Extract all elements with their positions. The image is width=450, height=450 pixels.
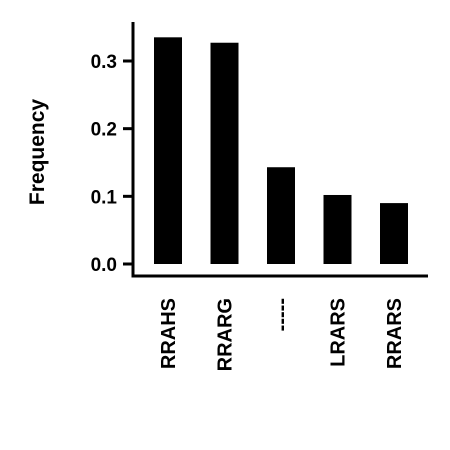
y-axis-title: Frequency [26,99,49,206]
bar-1 [210,42,239,265]
y-tick-label: 0.0 [91,255,117,276]
y-tick-label: 0.2 [91,120,117,141]
x-axis-category-labels: RRAHS RRARG ----- LRARS RRARS [158,298,406,371]
y-tick-label: 0.1 [91,187,118,208]
x-category-label: RRARS [384,298,406,369]
x-category-label: RRAHS [158,298,180,369]
x-category-label: ----- [271,298,293,331]
bar-4 [380,203,408,264]
bar-2 [267,167,295,264]
y-axis-ticks: 0.0 0.1 0.2 0.3 [91,52,133,276]
x-category-label: RRARG [215,298,237,371]
y-tick-label: 0.3 [91,52,117,73]
bars-group [154,37,408,265]
bar-3 [323,194,352,264]
x-category-label: LRARS [328,298,350,367]
bar-0 [154,37,182,264]
